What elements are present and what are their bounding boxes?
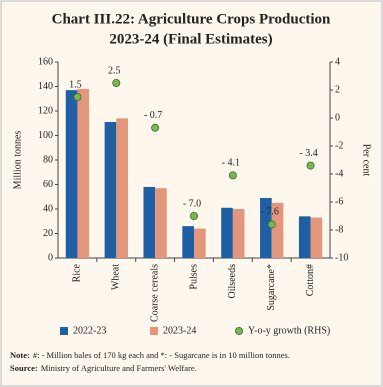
y-tick-label: 40 xyxy=(43,203,53,214)
point xyxy=(151,123,160,132)
chart-title: 2023-24 (Final Estimates) xyxy=(109,31,272,47)
legend-swatch xyxy=(60,327,68,335)
y2-tick-label: -10 xyxy=(335,252,348,263)
data-label: - 3.4 xyxy=(299,148,317,159)
data-label: - 7.6 xyxy=(261,207,279,218)
chart-title: Chart III.22: Agriculture Crops Producti… xyxy=(52,11,331,27)
bar xyxy=(77,88,90,258)
note: Source: Ministry of Agriculture and Farme… xyxy=(10,363,197,373)
x-tick-label: Wheat xyxy=(111,264,122,290)
y-tick-label: 100 xyxy=(38,130,53,141)
y2-tick-label: 2 xyxy=(335,84,340,95)
bar xyxy=(194,228,206,258)
y2-tick-label: -2 xyxy=(335,140,343,151)
bar xyxy=(271,202,284,258)
legend-swatch xyxy=(234,326,243,335)
y-tick-label: 80 xyxy=(43,154,53,165)
y2-tick-label: -4 xyxy=(335,168,343,179)
legend-swatch xyxy=(150,327,158,335)
note-label: Source: xyxy=(10,363,38,373)
x-tick-label: Rice xyxy=(72,263,83,282)
legend-label: Y-o-y growth (RHS) xyxy=(248,325,330,336)
legend-label: 2023-24 xyxy=(163,325,196,336)
y2-tick-label: 4 xyxy=(335,56,340,67)
note-text: #: - Million bales of 170 kg each and *:… xyxy=(33,350,290,360)
data-label: 2.5 xyxy=(108,65,121,76)
y2-axis-label: Per cent xyxy=(361,144,372,177)
y-tick-label: 120 xyxy=(38,105,53,116)
point xyxy=(306,161,315,170)
legend-label: 2022-23 xyxy=(73,325,106,336)
data-label: - 4.1 xyxy=(222,158,240,169)
bar xyxy=(155,188,167,258)
bar xyxy=(298,216,311,258)
point xyxy=(73,93,82,102)
bar xyxy=(232,209,245,258)
x-tick-label: Oilseeds xyxy=(227,264,238,299)
bar xyxy=(104,122,117,259)
note: Note: #: - Million bales of 170 kg each a… xyxy=(10,350,290,360)
y-tick-label: 60 xyxy=(43,179,53,190)
y-tick-label: 160 xyxy=(38,56,53,67)
note-label: Note: xyxy=(10,350,30,360)
data-label: 1.5 xyxy=(69,79,82,90)
bar xyxy=(260,197,272,258)
bar xyxy=(143,186,156,258)
bar xyxy=(221,207,233,258)
y2-tick-label: -6 xyxy=(335,196,343,207)
y2-tick-label: 0 xyxy=(335,112,340,123)
note-text: Ministry of Agriculture and Farmers' Wel… xyxy=(41,363,197,373)
point xyxy=(112,79,121,88)
data-label: - 0.7 xyxy=(144,110,162,121)
point xyxy=(189,211,198,220)
y-tick-label: 0 xyxy=(48,252,53,263)
x-tick-label: Sugarcane* xyxy=(266,264,277,311)
bar xyxy=(65,90,78,258)
point xyxy=(267,220,276,229)
bar xyxy=(116,118,128,258)
bar xyxy=(310,217,323,258)
bar xyxy=(182,226,194,258)
y-tick-label: 140 xyxy=(38,81,53,92)
point xyxy=(228,171,237,180)
x-tick-label: Coarse cereals xyxy=(149,264,160,322)
x-tick-label: Cotton# xyxy=(305,264,316,296)
y-tick-label: 20 xyxy=(43,228,53,239)
data-label: - 7.0 xyxy=(183,198,201,209)
y-axis-label: Million tonnes xyxy=(12,131,23,190)
y2-tick-label: -8 xyxy=(335,224,343,235)
x-tick-label: Pulses xyxy=(188,264,199,290)
